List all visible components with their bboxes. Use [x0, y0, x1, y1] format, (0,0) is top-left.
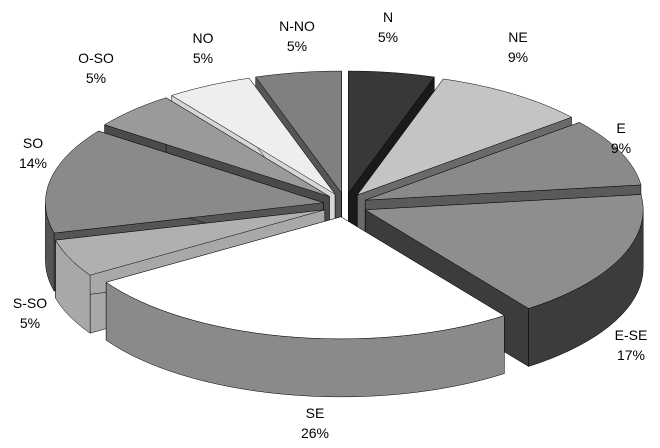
slice-label: N: [383, 9, 393, 25]
slice-label: SE: [306, 405, 325, 421]
slice-percent-label: 5%: [86, 70, 106, 86]
pie-slice-top: [364, 194, 644, 309]
pie-slice-top: [105, 216, 505, 340]
slice-label: O-SO: [78, 50, 114, 66]
slice-label: SO: [23, 135, 43, 151]
slice-percent-label: 5%: [193, 50, 213, 66]
pie-slice-top: [356, 78, 573, 196]
slice-label: E-SE: [615, 327, 648, 343]
slice-percent-label: 9%: [508, 49, 528, 65]
pie-slice-top: [171, 77, 336, 195]
slice-label: E: [616, 120, 625, 136]
pie-slice-top: [45, 130, 324, 234]
pie-slices: [45, 70, 644, 398]
pie-labels: N 5% NE 9% E 9% E-SE 17% SE 26% S-SO 5% SO 14% O-SO 5% N…: [13, 9, 647, 441]
pie-slice-top: [255, 70, 342, 194]
slice-percent-label: 26%: [301, 425, 329, 441]
pie-slice-top: [55, 209, 325, 276]
slice-label: N-NO: [279, 18, 315, 34]
pie-slice-top: [103, 97, 330, 197]
slice-percent-label: 9%: [611, 140, 631, 156]
pie-slice-top: [365, 122, 642, 201]
slice-label: NE: [508, 29, 527, 45]
slice-percent-label: 5%: [20, 315, 40, 331]
slice-percent-label: 14%: [19, 155, 47, 171]
pie-slice-top: [348, 70, 435, 194]
slice-percent-label: 5%: [378, 29, 398, 45]
slice-label: NO: [193, 30, 214, 46]
pie-slice-se: [105, 216, 505, 398]
slice-percent-label: 17%: [617, 347, 645, 363]
slice-label: S-SO: [13, 295, 47, 311]
slice-percent-label: 5%: [287, 38, 307, 54]
